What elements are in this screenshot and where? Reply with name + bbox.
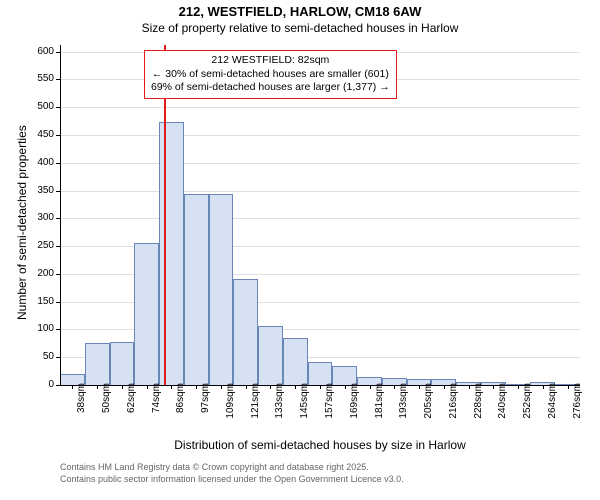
x-axis-label: Distribution of semi-detached houses by … (60, 438, 580, 452)
gridline (60, 163, 580, 164)
y-tick-label: 300 (24, 212, 54, 223)
x-tick-label: 133sqm (274, 383, 285, 433)
bar (134, 243, 159, 385)
x-tick-label: 74sqm (151, 383, 162, 433)
x-tick-label: 252sqm (522, 383, 533, 433)
annotation-line-3: 69% of semi-detached houses are larger (… (151, 81, 390, 95)
y-tick-label: 50 (24, 351, 54, 362)
annotation-box: 212 WESTFIELD: 82sqm← 30% of semi-detach… (144, 50, 397, 99)
gridline (60, 135, 580, 136)
x-tick-label: 264sqm (547, 383, 558, 433)
y-tick-label: 250 (24, 240, 54, 251)
title-line-2: Size of property relative to semi-detach… (0, 21, 600, 35)
x-tick-label: 62sqm (126, 383, 137, 433)
x-tick-label: 97sqm (200, 383, 211, 433)
gridline (60, 191, 580, 192)
x-tick-label: 38sqm (76, 383, 87, 433)
x-tick-label: 181sqm (374, 383, 385, 433)
x-tick-label: 205sqm (423, 383, 434, 433)
footer: Contains HM Land Registry data © Crown c… (60, 462, 404, 485)
y-tick-label: 400 (24, 157, 54, 168)
bar (283, 338, 308, 385)
x-tick-label: 109sqm (225, 383, 236, 433)
x-tick-label: 169sqm (349, 383, 360, 433)
y-tick-label: 200 (24, 268, 54, 279)
chart-container: 212, WESTFIELD, HARLOW, CM18 6AW Size of… (0, 0, 600, 500)
bar (258, 326, 283, 385)
footer-line-2: Contains public sector information licen… (60, 474, 404, 486)
y-tick-label: 100 (24, 323, 54, 334)
y-tick-label: 550 (24, 73, 54, 84)
x-tick-label: 50sqm (101, 383, 112, 433)
x-axis (60, 385, 580, 386)
y-tick-label: 0 (24, 379, 54, 390)
y-tick-label: 450 (24, 129, 54, 140)
bar (110, 342, 135, 385)
x-tick-label: 157sqm (324, 383, 335, 433)
gridline (60, 218, 580, 219)
y-tick-label: 500 (24, 101, 54, 112)
title-line-1: 212, WESTFIELD, HARLOW, CM18 6AW (0, 4, 600, 19)
bar (233, 279, 258, 385)
bar (184, 194, 209, 385)
x-tick-label: 145sqm (299, 383, 310, 433)
y-tick-label: 150 (24, 296, 54, 307)
y-tick-label: 350 (24, 185, 54, 196)
title-block: 212, WESTFIELD, HARLOW, CM18 6AW Size of… (0, 4, 600, 35)
x-tick-label: 216sqm (448, 383, 459, 433)
x-tick-label: 228sqm (473, 383, 484, 433)
bar (308, 362, 333, 385)
gridline (60, 107, 580, 108)
x-tick-label: 193sqm (398, 383, 409, 433)
bar (159, 122, 184, 385)
annotation-line-2: ← 30% of semi-detached houses are smalle… (151, 68, 390, 82)
x-tick-label: 121sqm (250, 383, 261, 433)
y-tick-label: 600 (24, 46, 54, 57)
y-axis (60, 45, 61, 385)
x-tick-label: 240sqm (497, 383, 508, 433)
footer-line-1: Contains HM Land Registry data © Crown c… (60, 462, 404, 474)
bar (209, 194, 234, 385)
bar (85, 343, 110, 385)
x-tick-label: 86sqm (175, 383, 186, 433)
x-tick-label: 276sqm (572, 383, 583, 433)
annotation-line-1: 212 WESTFIELD: 82sqm (151, 54, 390, 68)
